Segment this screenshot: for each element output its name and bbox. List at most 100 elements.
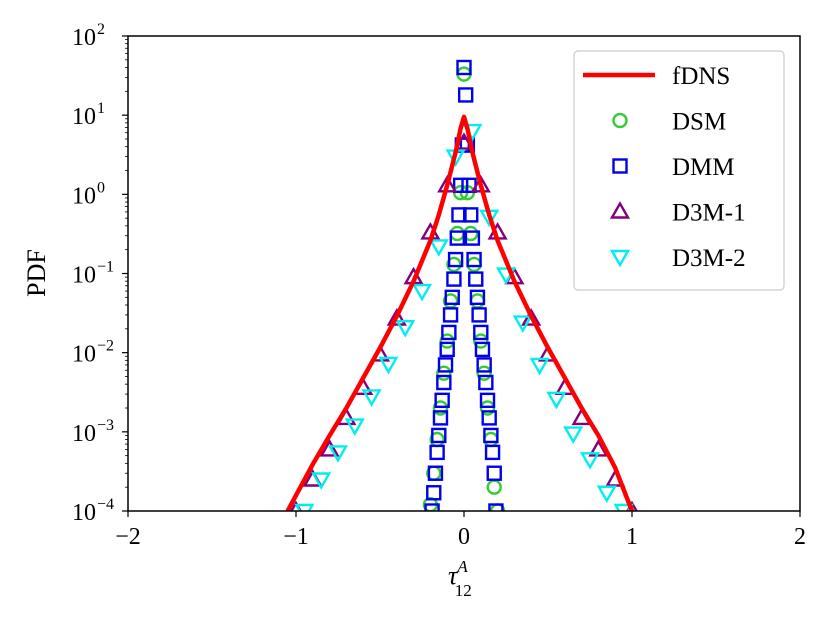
data-point-dmm xyxy=(426,485,442,501)
data-point-dsm xyxy=(449,225,465,242)
y-tick-base: 10 xyxy=(72,342,96,368)
x-tick-label: 0 xyxy=(458,524,470,550)
y-tick-exponent: 0 xyxy=(97,179,105,196)
data-point-dmm xyxy=(476,357,492,373)
y-tick-label: 10 xyxy=(72,183,96,209)
data-point-dmm xyxy=(429,444,445,461)
data-point-d3m-2 xyxy=(529,357,550,376)
x-tick-label: −2 xyxy=(115,524,141,550)
data-point-dmm xyxy=(436,374,452,391)
legend: fDNS DSM DMM D3M-1 D3M-2 xyxy=(573,50,785,291)
data-point-d3m-2 xyxy=(563,426,584,445)
y-tick-base: 10 xyxy=(72,421,96,447)
data-point-dmm xyxy=(469,289,486,306)
data-point-dmm xyxy=(427,465,444,481)
data-point-dsm xyxy=(466,256,482,273)
y-tick-label: 10 xyxy=(72,342,96,368)
data-point-dmm xyxy=(483,427,499,444)
data-point-dmm xyxy=(439,341,455,358)
legend-swatch-dsm xyxy=(612,112,628,129)
x-tick-label: −1 xyxy=(283,524,309,550)
data-point-dmm xyxy=(468,271,484,287)
data-point-dmm xyxy=(447,251,464,268)
y-tick-label: 10 xyxy=(72,500,96,526)
data-point-dsm xyxy=(436,365,452,381)
data-point-d3m-2 xyxy=(579,452,601,470)
data-point-dsm xyxy=(469,293,486,309)
data-point-dmm xyxy=(451,207,467,223)
data-point-d3m-1 xyxy=(319,438,340,457)
x-tick-label: 1 xyxy=(626,524,638,550)
data-point-dmm xyxy=(486,465,502,481)
data-point-dsm xyxy=(446,256,462,273)
data-point-dsm xyxy=(483,431,499,448)
data-point-dmm xyxy=(479,392,496,409)
plot-content xyxy=(285,59,638,511)
data-point-d3m-2 xyxy=(428,239,449,257)
data-point-dmm xyxy=(471,307,487,323)
data-point-d3m-2 xyxy=(613,503,634,511)
data-point-dmm xyxy=(456,59,472,76)
y-tick-exponent: 1 xyxy=(97,100,105,117)
legend-label-dsm: DSM xyxy=(672,109,726,136)
series-line-fdns xyxy=(285,114,635,511)
data-point-d3m-2 xyxy=(378,356,399,375)
data-point-dmm xyxy=(441,324,457,341)
legend-label-dmm: DMM xyxy=(672,154,735,181)
data-point-dmm xyxy=(484,444,501,461)
markers-layer xyxy=(290,59,638,511)
data-point-dmm xyxy=(473,324,489,341)
data-point-dmm xyxy=(452,177,469,194)
data-point-dmm xyxy=(474,341,491,358)
y-axis-label: PDF xyxy=(22,249,51,297)
legend-label-d3m-2: D3M-2 xyxy=(672,245,746,272)
y-tick-base: 10 xyxy=(72,500,96,526)
data-point-dmm xyxy=(424,503,440,511)
data-point-dsm xyxy=(476,365,492,381)
data-point-d3m-2 xyxy=(512,315,533,333)
data-point-dmm xyxy=(446,271,462,287)
y-tick-base: 10 xyxy=(72,25,96,51)
y-tick-label: 10 xyxy=(72,104,96,130)
data-point-d3m-2 xyxy=(344,418,365,436)
data-point-d3m-2 xyxy=(311,472,332,490)
lines-layer xyxy=(285,114,635,511)
y-tick-label: 10 xyxy=(72,421,96,447)
data-point-dmm xyxy=(464,230,481,246)
y-tick-base: 10 xyxy=(72,263,96,289)
data-point-d3m-2 xyxy=(361,389,382,407)
y-tick-exponent: −2 xyxy=(97,338,114,355)
y-tick-exponent: 2 xyxy=(97,21,105,38)
legend-swatch-dmm xyxy=(612,158,628,174)
data-point-dmm xyxy=(463,207,479,223)
data-point-dmm xyxy=(478,374,494,391)
data-point-dmm xyxy=(437,357,454,373)
data-point-d3m-2 xyxy=(411,283,433,302)
x-axis-label-subscript: 12 xyxy=(455,581,472,600)
data-point-d3m-2 xyxy=(546,391,567,410)
data-point-dmm xyxy=(432,410,449,426)
data-point-dsm xyxy=(486,479,502,495)
data-point-dsm xyxy=(439,333,455,349)
y-tick-exponent: −3 xyxy=(97,417,114,434)
data-point-dmm xyxy=(442,307,459,323)
data-point-dmm xyxy=(431,427,447,444)
data-point-d3m-2 xyxy=(395,319,416,338)
y-tick-label: 10 xyxy=(72,25,96,51)
legend-swatch-d3m-1 xyxy=(609,201,631,219)
data-point-dmm xyxy=(481,410,497,426)
legend-box xyxy=(573,50,785,291)
data-point-dmm xyxy=(449,230,465,246)
y-tick-base: 10 xyxy=(72,104,96,130)
y-tick-base: 10 xyxy=(72,183,96,209)
data-point-dmm xyxy=(488,503,504,511)
x-axis-label-superscript: A xyxy=(456,557,468,576)
y-tick-exponent: −4 xyxy=(97,496,114,513)
y-tick-exponent: −1 xyxy=(97,259,114,276)
data-point-dmm xyxy=(466,251,482,268)
data-point-dmm xyxy=(444,289,460,306)
data-point-dmm xyxy=(434,392,450,409)
legend-swatch-d3m-2 xyxy=(609,249,631,268)
